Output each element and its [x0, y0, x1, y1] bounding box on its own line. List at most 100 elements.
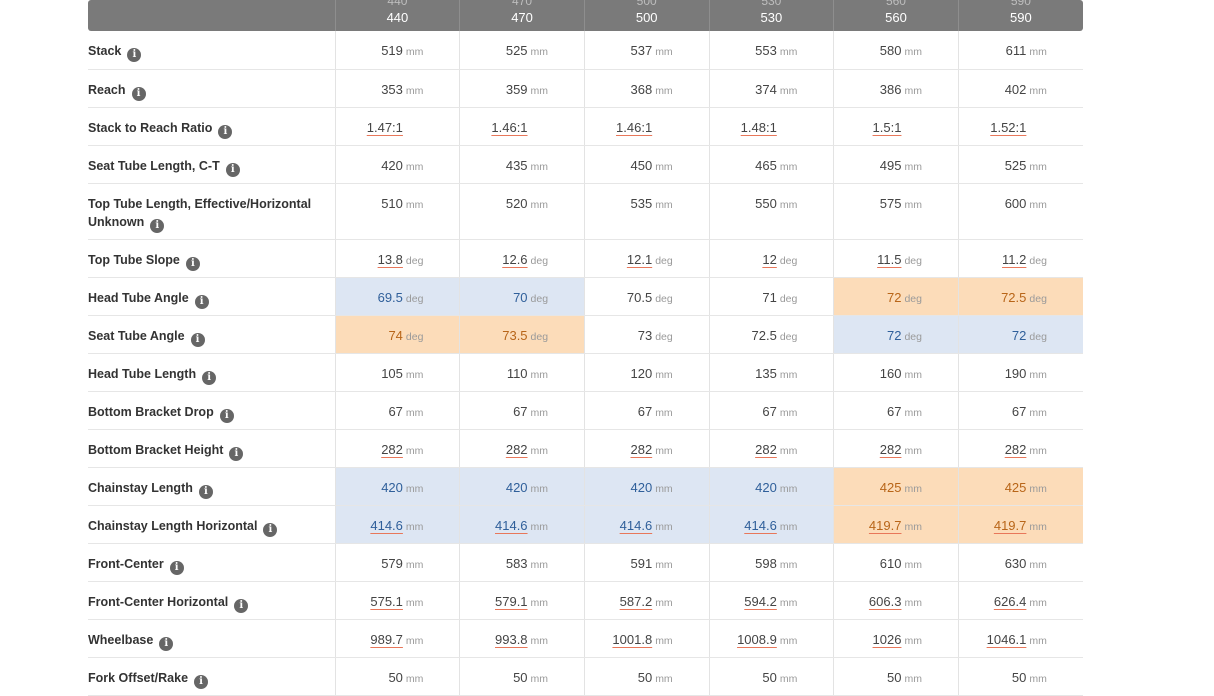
info-icon[interactable]: i	[225, 162, 240, 177]
value-cell: 353 mm	[334, 69, 460, 108]
value-link[interactable]: 1046.1	[986, 631, 1027, 647]
value-cell: 495 mm	[833, 145, 959, 184]
value-number: 420	[505, 479, 528, 495]
value-link[interactable]: 13.8	[377, 251, 403, 267]
value-link[interactable]: 414.6	[619, 517, 653, 533]
info-icon[interactable]: i	[234, 598, 249, 613]
value-link[interactable]: 594.2	[744, 593, 777, 609]
value-link[interactable]: 414.6	[370, 517, 403, 533]
info-icon[interactable]: i	[185, 256, 200, 271]
value-link[interactable]: 282	[630, 441, 653, 457]
info-icon[interactable]: i	[159, 636, 174, 651]
value-link[interactable]: 1.5:1	[872, 119, 902, 135]
value-link[interactable]: 12.6	[502, 251, 528, 267]
size-header-440[interactable]: 440 440	[334, 0, 460, 31]
value-link[interactable]: 282	[381, 441, 403, 457]
value-number: 71	[762, 289, 777, 305]
value-number: 553	[755, 43, 777, 58]
value-unit: mm	[1029, 672, 1047, 685]
value-cell: 67 mm	[957, 391, 1083, 430]
value-unit: mm	[530, 558, 549, 571]
value-cell: 11.2 deg	[957, 239, 1083, 278]
value-unit: mm	[405, 672, 424, 685]
value-unit: mm	[530, 160, 549, 173]
value-link[interactable]: 579.1	[495, 593, 528, 609]
info-icon[interactable]: i	[127, 48, 142, 62]
value-link[interactable]: 11.2	[1002, 251, 1027, 267]
value-link[interactable]: 1008.9	[737, 631, 777, 647]
info-icon[interactable]: i	[194, 294, 209, 309]
value-cell: 50 mm	[957, 657, 1083, 696]
value-link[interactable]: 12.1	[626, 251, 653, 267]
value-link[interactable]: 419.7	[993, 517, 1027, 533]
table-row: Chainstay Length Horizontal i 414.6 mm 414.6…	[88, 505, 1083, 544]
value-link[interactable]: 1.48:1	[740, 119, 777, 135]
info-icon[interactable]: i	[198, 484, 213, 499]
value-cell: 575 mm	[833, 183, 959, 240]
table-row: Top Tube Slope i 13.8 deg 12.6 deg 12.1 deg 12 de…	[88, 239, 1083, 278]
value-unit: mm	[1029, 406, 1047, 419]
info-icon[interactable]: i	[131, 86, 146, 101]
value-cell: 611 mm	[957, 31, 1083, 70]
value-link[interactable]: 1.52:1	[990, 119, 1027, 135]
value-link[interactable]: 282	[755, 441, 777, 457]
size-header-500[interactable]: 500 500	[583, 0, 710, 31]
row-label: Top Tube Slope i	[88, 239, 336, 278]
value-link[interactable]: 1.46:1	[491, 119, 528, 135]
value-link[interactable]: 282	[1004, 441, 1027, 457]
size-header-470[interactable]: 470 470	[459, 0, 585, 31]
value-link[interactable]: 282	[879, 441, 902, 457]
info-icon[interactable]: i	[169, 560, 184, 575]
value-unit: mm	[655, 520, 673, 533]
value-cell: 525 mm	[957, 145, 1083, 184]
value-link[interactable]: 993.8	[495, 631, 528, 647]
value-link[interactable]: 587.2	[619, 593, 653, 609]
value-cell: 1.47:1	[334, 107, 460, 146]
value-number: 73	[637, 327, 653, 343]
value-unit: mm	[1029, 368, 1047, 381]
table-row: Top Tube Length, Effective/Horizontal Unk…	[88, 183, 1083, 240]
value-unit: mm	[530, 444, 549, 457]
value-number: 67	[388, 403, 403, 419]
value-unit: mm	[405, 558, 424, 571]
value-link[interactable]: 606.3	[868, 593, 902, 609]
value-link[interactable]: 989.7	[370, 631, 403, 647]
value-link[interactable]: 1026	[872, 631, 902, 647]
value-unit: deg	[655, 292, 673, 305]
value-number: 72	[887, 289, 902, 305]
value-link[interactable]: 11.5	[877, 251, 902, 267]
value-cell: 610 mm	[833, 543, 959, 582]
value-link[interactable]: 1.47:1	[366, 119, 403, 135]
info-icon[interactable]: i	[202, 370, 217, 385]
value-link[interactable]: 626.4	[993, 593, 1027, 609]
value-number: 420	[630, 479, 653, 495]
size-header-label: 590	[1010, 10, 1032, 25]
value-number: 67	[637, 403, 653, 419]
value-link[interactable]: 575.1	[370, 593, 403, 609]
row-label: Bottom Bracket Drop i	[88, 391, 336, 430]
value-link[interactable]: 419.7	[868, 517, 902, 533]
size-header-530[interactable]: 530 530	[708, 0, 834, 31]
value-link[interactable]: 282	[505, 441, 528, 457]
info-icon[interactable]: i	[229, 446, 244, 461]
value-unit: mm	[405, 46, 424, 58]
value-link[interactable]: 1001.8	[612, 631, 653, 647]
value-link[interactable]: 1.46:1	[616, 119, 653, 135]
info-icon[interactable]: i	[219, 408, 234, 423]
info-icon[interactable]: i	[190, 332, 205, 347]
info-icon[interactable]: i	[263, 522, 278, 537]
value-link[interactable]: 414.6	[744, 517, 777, 533]
value-link[interactable]: 414.6	[495, 517, 528, 533]
value-cell: 1001.8 mm	[583, 619, 710, 658]
info-icon[interactable]: i	[194, 674, 209, 689]
size-header-label: 470	[511, 10, 533, 25]
info-icon[interactable]: i	[218, 124, 233, 139]
value-cell: 414.6 mm	[459, 505, 585, 544]
value-cell: 71 deg	[708, 277, 834, 316]
value-link[interactable]: 12	[762, 251, 777, 267]
value-unit: mm	[405, 482, 424, 495]
info-icon[interactable]: i	[150, 218, 165, 233]
table-row: Seat Tube Length, C-T i 420 mm 435 mm 450 mm 465…	[88, 145, 1083, 184]
size-header-560[interactable]: 560 560	[833, 0, 959, 31]
size-header-590[interactable]: 590 590	[957, 0, 1083, 31]
